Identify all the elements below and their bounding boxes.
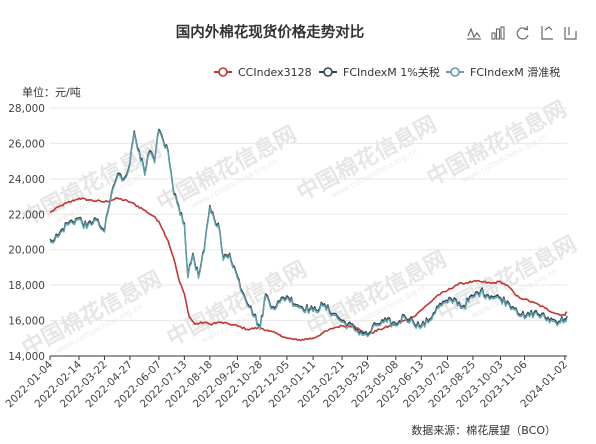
stack-icon[interactable]	[538, 24, 556, 42]
series-layer	[49, 128, 568, 342]
chart-title: 国内外棉花现货价格走势对比	[176, 23, 365, 41]
bar-chart-icon[interactable]	[489, 24, 507, 42]
legend-label: CCIndex3128	[238, 66, 312, 79]
toolbar	[465, 24, 579, 42]
y-tick-label: 16,000	[8, 316, 45, 328]
legend-marker-icon	[218, 67, 228, 77]
legend-item-fcindex-sliding[interactable]: FCIndexM 滑准税	[446, 65, 560, 79]
restore-icon[interactable]	[513, 24, 531, 42]
legend-marker-icon	[450, 67, 460, 77]
legend-label: FCIndexM 滑准税	[470, 65, 560, 79]
y-tick-label: 28,000	[8, 103, 45, 115]
y-tick-label: 22,000	[8, 209, 45, 221]
legend-item-fcindex-1pct[interactable]: FCIndexM 1%关税	[319, 65, 440, 79]
legend: CCIndex3128 FCIndexM 1%关税 FCIndexM 滑准税	[214, 65, 560, 79]
legend-item-ccindex[interactable]: CCIndex3128	[214, 66, 312, 79]
y-tick-label: 20,000	[8, 245, 45, 257]
y-tick-label: 24,000	[8, 174, 45, 186]
source-note: 数据来源：棉花展望（BCO）	[411, 423, 556, 437]
unit-label: 单位：元/吨	[22, 85, 81, 99]
y-axis: 14,000 16,000 18,000 20,000 22,000 24,000 26,0…	[8, 103, 45, 363]
y-tick-label: 26,000	[8, 138, 45, 150]
y-tick-label: 18,000	[8, 280, 45, 292]
line-chart-icon[interactable]	[465, 24, 483, 42]
series-line-2	[49, 130, 568, 338]
legend-marker-icon	[323, 67, 333, 77]
series-line-0	[49, 197, 568, 342]
y-tick-label: 14,000	[8, 351, 45, 363]
legend-label: FCIndexM 1%关税	[343, 65, 440, 79]
tiled-icon[interactable]	[561, 24, 579, 42]
